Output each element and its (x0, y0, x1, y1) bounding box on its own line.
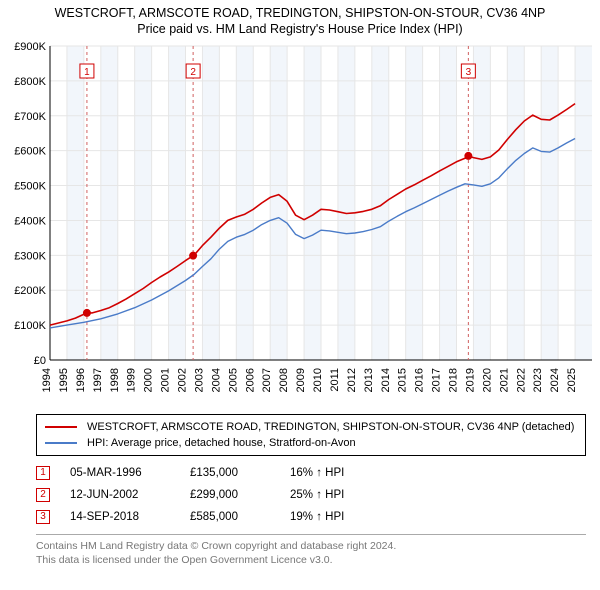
footer-line-2: This data is licensed under the Open Gov… (36, 553, 586, 567)
svg-text:2012: 2012 (346, 368, 358, 392)
price-chart: £0 £100K £200K £300K £400K £500K £600K £700K £80… (4, 40, 596, 410)
legend: WESTCROFT, ARMSCOTE ROAD, TREDINGTON, SH… (36, 414, 586, 456)
sale-date: 14-SEP-2018 (70, 511, 190, 523)
svg-text:2023: 2023 (532, 368, 544, 392)
svg-text:1: 1 (84, 67, 90, 78)
sale-price: £135,000 (190, 467, 290, 479)
sale-marker-number: 1 (36, 466, 50, 480)
svg-text:2025: 2025 (566, 368, 578, 392)
svg-text:2000: 2000 (143, 368, 155, 392)
svg-text:2003: 2003 (193, 368, 205, 392)
svg-text:2018: 2018 (448, 368, 460, 392)
svg-text:1999: 1999 (126, 368, 138, 392)
legend-swatch (45, 426, 77, 428)
svg-text:2001: 2001 (160, 368, 172, 392)
svg-text:£100K: £100K (14, 320, 46, 332)
svg-text:2008: 2008 (278, 368, 290, 392)
svg-text:2016: 2016 (414, 368, 426, 392)
title-line-1: WESTCROFT, ARMSCOTE ROAD, TREDINGTON, SH… (4, 6, 596, 20)
svg-text:2004: 2004 (210, 368, 222, 392)
footer-attribution: Contains HM Land Registry data © Crown c… (36, 534, 586, 567)
legend-item: WESTCROFT, ARMSCOTE ROAD, TREDINGTON, SH… (45, 419, 577, 435)
svg-text:2002: 2002 (177, 368, 189, 392)
legend-label: HPI: Average price, detached house, Stra… (87, 437, 356, 449)
svg-text:2: 2 (190, 67, 196, 78)
sale-vs-hpi: 16% ↑ HPI (290, 467, 410, 479)
legend-swatch (45, 442, 77, 444)
sale-date: 05-MAR-1996 (70, 467, 190, 479)
legend-label: WESTCROFT, ARMSCOTE ROAD, TREDINGTON, SH… (87, 421, 574, 433)
footer-line-1: Contains HM Land Registry data © Crown c… (36, 539, 586, 553)
title-line-2: Price paid vs. HM Land Registry's House … (4, 22, 596, 36)
svg-text:2022: 2022 (515, 368, 527, 392)
svg-text:2020: 2020 (481, 368, 493, 392)
svg-text:1994: 1994 (41, 368, 53, 392)
svg-text:£800K: £800K (14, 76, 46, 88)
svg-text:2024: 2024 (549, 368, 561, 392)
svg-text:2021: 2021 (498, 368, 510, 392)
sale-vs-hpi: 19% ↑ HPI (290, 511, 410, 523)
svg-text:£700K: £700K (14, 111, 46, 123)
svg-text:1997: 1997 (92, 368, 104, 392)
svg-text:1998: 1998 (109, 368, 121, 392)
svg-text:3: 3 (466, 67, 472, 78)
sale-row: 2 12-JUN-2002£299,00025% ↑ HPI (36, 484, 586, 506)
sale-vs-hpi: 25% ↑ HPI (290, 489, 410, 501)
svg-text:£300K: £300K (14, 250, 46, 262)
sale-row: 3 14-SEP-2018£585,00019% ↑ HPI (36, 506, 586, 528)
svg-text:1995: 1995 (58, 368, 70, 392)
svg-text:2009: 2009 (295, 368, 307, 392)
svg-text:£600K: £600K (14, 146, 46, 158)
svg-text:2014: 2014 (380, 368, 392, 392)
svg-text:2007: 2007 (261, 368, 273, 392)
sale-date: 12-JUN-2002 (70, 489, 190, 501)
svg-text:£400K: £400K (14, 215, 46, 227)
svg-text:2005: 2005 (227, 368, 239, 392)
sale-marker-number: 2 (36, 488, 50, 502)
svg-text:1996: 1996 (75, 368, 87, 392)
svg-text:£500K: £500K (14, 181, 46, 193)
svg-text:2017: 2017 (431, 368, 443, 392)
svg-text:£200K: £200K (14, 285, 46, 297)
sale-price: £299,000 (190, 489, 290, 501)
svg-text:2006: 2006 (244, 368, 256, 392)
legend-item: HPI: Average price, detached house, Stra… (45, 435, 577, 451)
sale-price: £585,000 (190, 511, 290, 523)
svg-text:2010: 2010 (312, 368, 324, 392)
svg-text:2013: 2013 (363, 368, 375, 392)
svg-text:2019: 2019 (464, 368, 476, 392)
svg-text:2011: 2011 (329, 368, 341, 392)
svg-text:£0: £0 (34, 355, 46, 367)
svg-text:2015: 2015 (397, 368, 409, 392)
sales-table: 1 05-MAR-1996£135,00016% ↑ HPI 2 12-JUN-200… (36, 462, 586, 528)
sale-marker-number: 3 (36, 510, 50, 524)
sale-row: 1 05-MAR-1996£135,00016% ↑ HPI (36, 462, 586, 484)
chart-canvas: £0 £100K £200K £300K £400K £500K £600K £700K £80… (4, 40, 596, 410)
svg-text:£900K: £900K (14, 41, 46, 53)
